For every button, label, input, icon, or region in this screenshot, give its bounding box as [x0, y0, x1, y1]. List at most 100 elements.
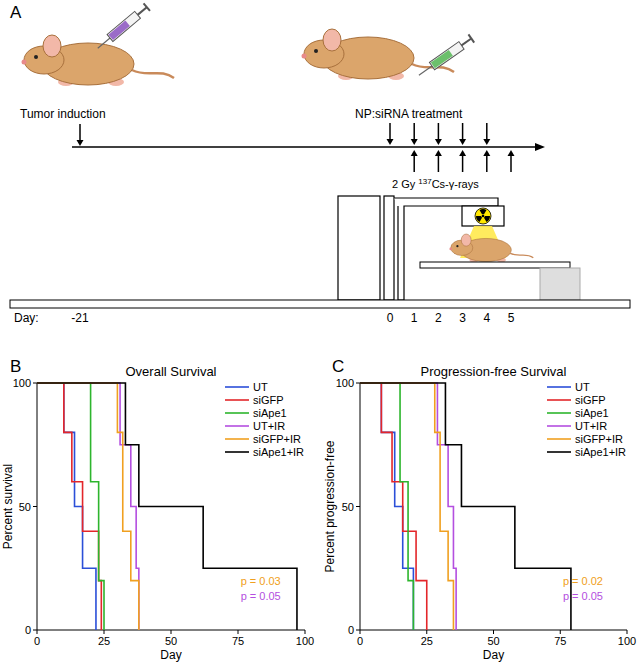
x-tick-label: 25 — [421, 635, 433, 647]
syringe-icon — [416, 34, 474, 79]
arrow-head — [483, 139, 490, 145]
legend-swatch — [225, 438, 249, 440]
survival-chart: Progression-free Survival025507510005010… — [323, 364, 636, 662]
x-tick-label: 100 — [296, 635, 314, 647]
x-tick — [627, 630, 628, 634]
survival-curve — [360, 383, 413, 630]
y-tick-label: 0 — [348, 624, 354, 636]
survival-curve — [37, 383, 104, 630]
mouse-icon — [449, 234, 533, 262]
legend-swatch — [225, 386, 249, 388]
arrow-head — [387, 139, 394, 145]
y-axis-label: Percent progression-free — [323, 440, 337, 572]
survival-curve — [37, 383, 96, 630]
survival-curve — [37, 383, 297, 630]
x-tick-label: 50 — [487, 635, 499, 647]
legend-label: siApe1 — [575, 407, 609, 419]
x-tick-label: 75 — [232, 635, 244, 647]
survival-curve — [360, 383, 413, 630]
mouse-eye — [456, 245, 458, 247]
arrow-head — [508, 150, 515, 156]
irradiation-label: 2 Gy 137Cs-γ-rays — [392, 177, 479, 190]
step-label: NP:siRNA treatment — [355, 107, 463, 121]
timeline — [72, 146, 535, 148]
panel-label: B — [10, 357, 21, 376]
legend-label: siApe1+IR — [575, 446, 626, 458]
day-label: 4 — [483, 311, 490, 325]
radiation-center — [482, 215, 485, 218]
irradiator-head — [462, 206, 504, 226]
legend: UTsiGFPsiApe1UT+IRsiGFP+IRsiApe1+IR — [547, 381, 626, 458]
induction-arrow — [79, 124, 81, 140]
legend-label: UT — [253, 381, 268, 393]
x-tick-label: 25 — [98, 635, 110, 647]
mouse-tail — [132, 70, 174, 78]
syringe-liquid — [431, 50, 453, 68]
y-tick — [33, 383, 37, 384]
syringe-plunger — [138, 7, 147, 15]
plot-area — [360, 383, 571, 630]
day-label: 0 — [387, 311, 394, 325]
syringe-needle — [98, 38, 110, 48]
syringe-liquid — [109, 21, 130, 41]
legend-label: siGFP+IR — [575, 433, 623, 445]
legend-swatch — [547, 451, 571, 453]
y-tick-label: 0 — [25, 624, 31, 636]
survival-curve — [360, 383, 427, 630]
y-tick-label: 50 — [19, 501, 31, 513]
legend-swatch — [225, 399, 249, 401]
panel-label: C — [332, 357, 344, 376]
mouse-tail — [510, 253, 533, 257]
day-axis-label: Day: — [14, 311, 39, 325]
arrow-head — [411, 139, 418, 145]
irradiation-source: Cs-γ-rays — [432, 178, 480, 190]
mouse-ear — [461, 234, 471, 246]
treatment-arrow — [389, 123, 391, 139]
syringe-plunger — [468, 34, 474, 42]
x-tick-label: 0 — [34, 635, 40, 647]
x-tick-label: 75 — [554, 635, 566, 647]
arrow-head — [77, 140, 84, 146]
radiation-blade — [480, 209, 487, 214]
y-tick — [356, 383, 360, 384]
irradiator-cabinet — [338, 196, 380, 300]
legend-label: siGFP+IR — [253, 433, 301, 445]
legend-label: UT — [575, 381, 590, 393]
p-value: p = 0.03 — [241, 575, 281, 587]
x-axis-label: Day — [160, 648, 181, 662]
day-label: 1 — [411, 311, 418, 325]
legend-label: siApe1 — [253, 407, 287, 419]
syringe-plunger — [461, 38, 471, 45]
irradiation-arrow — [413, 156, 415, 172]
irradiation-arrow — [486, 156, 488, 172]
legend-swatch — [547, 412, 571, 414]
syringe-barrel — [107, 11, 140, 41]
chart-title: Progression-free Survival — [421, 364, 567, 379]
legend-label: siGFP — [253, 394, 284, 406]
arrow-head — [411, 150, 418, 156]
mouse-ear — [43, 35, 61, 57]
arrow-head — [435, 150, 442, 156]
legend-swatch — [225, 451, 249, 453]
mouse-nose — [302, 54, 307, 59]
survival-curve — [37, 383, 139, 630]
day-label: 2 — [435, 311, 442, 325]
y-tick-label: 50 — [342, 501, 354, 513]
survival-curve — [360, 383, 456, 630]
survival-curve — [360, 383, 571, 630]
y-tick — [33, 630, 37, 631]
panel-label: A — [10, 3, 22, 22]
syringe-plunger — [144, 3, 150, 11]
x-tick-label: 50 — [165, 635, 177, 647]
irradiation-isotope: 137 — [418, 177, 432, 186]
radiation-disc — [475, 208, 491, 224]
treatment-arrow — [462, 123, 464, 139]
survival-curve — [360, 383, 453, 630]
x-tick — [305, 630, 306, 634]
x-tick — [104, 630, 105, 634]
mouse-icon — [302, 29, 455, 80]
legend-swatch — [547, 386, 571, 388]
treatment-arrow — [486, 123, 488, 139]
mouse-nose — [449, 248, 452, 251]
panel-a: Tumor inductionNP:siRNA treatment2 Gy 13… — [10, 3, 630, 325]
